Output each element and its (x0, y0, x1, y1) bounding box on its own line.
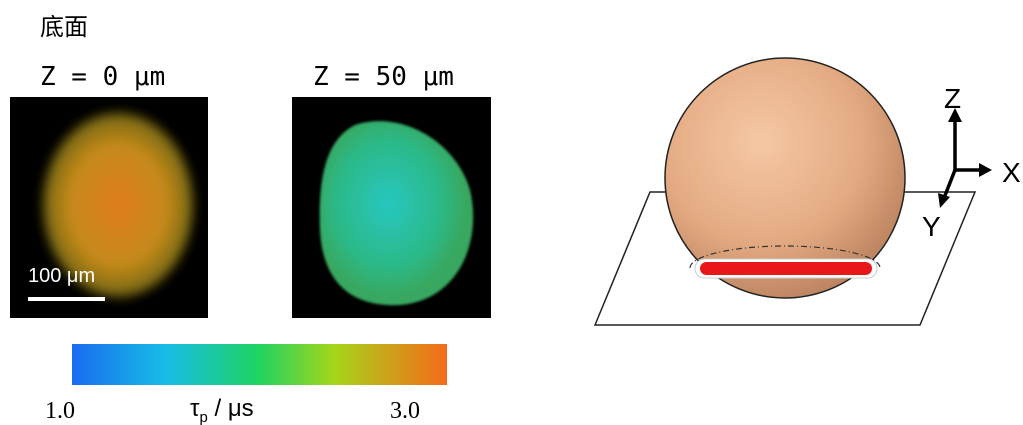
colorbar-label: τp / μs (190, 395, 254, 425)
unit: / μs (208, 395, 254, 422)
figure: 底面 Z = 0 μm Z = 50 μm 100 μm 1.0 3.0 τp … (0, 0, 1023, 425)
micrograph: 100 μm (10, 97, 208, 318)
scale-label: 100 μm (28, 265, 95, 287)
panel-label: Z = 50 μm (313, 62, 454, 92)
axis-label: X (1002, 157, 1021, 188)
title: 底面 (40, 14, 88, 41)
colorbar (72, 344, 447, 385)
subscript: p (199, 409, 207, 425)
colorbar-min: 1.0 (45, 398, 75, 424)
schematic (595, 58, 975, 325)
panel-label: Z = 0 μm (40, 62, 165, 92)
micrograph (292, 97, 491, 318)
axis-label: Z (944, 83, 961, 114)
colorbar-max: 3.0 (390, 398, 420, 424)
axis-label: Y (922, 211, 941, 242)
